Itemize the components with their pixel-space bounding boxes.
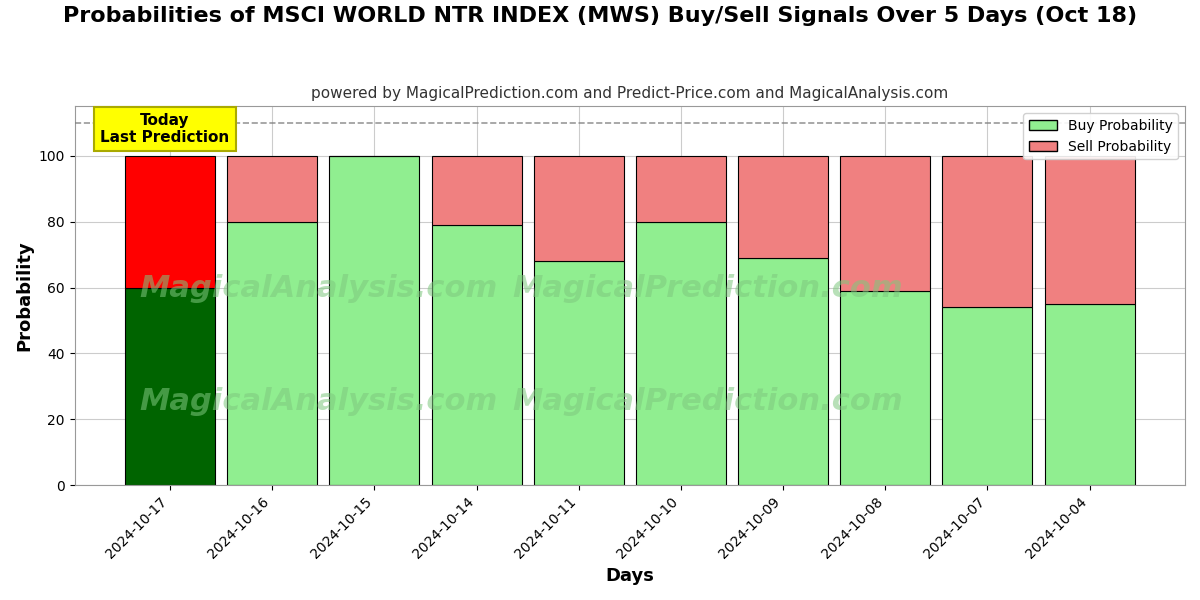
Bar [840,291,930,485]
Bar [738,258,828,485]
Bar [1045,304,1134,485]
Bar [534,261,624,485]
Text: MagicalPrediction.com: MagicalPrediction.com [512,274,902,302]
Bar [432,225,522,485]
Bar [125,156,215,287]
Bar [125,287,215,485]
Text: Today
Last Prediction: Today Last Prediction [101,113,229,145]
Bar [1045,156,1134,304]
Y-axis label: Probability: Probability [16,241,34,351]
Bar [227,156,317,221]
Bar [534,156,624,261]
Bar [942,307,1032,485]
Text: MagicalPrediction.com: MagicalPrediction.com [512,388,902,416]
Bar [738,156,828,258]
Bar [636,221,726,485]
Text: MagicalAnalysis.com: MagicalAnalysis.com [140,274,498,302]
Legend: Buy Probability, Sell Probability: Buy Probability, Sell Probability [1024,113,1178,160]
Bar [942,156,1032,307]
Title: powered by MagicalPrediction.com and Predict-Price.com and MagicalAnalysis.com: powered by MagicalPrediction.com and Pre… [311,86,948,101]
Text: Probabilities of MSCI WORLD NTR INDEX (MWS) Buy/Sell Signals Over 5 Days (Oct 18: Probabilities of MSCI WORLD NTR INDEX (M… [62,6,1138,26]
Bar [227,221,317,485]
Bar [636,156,726,221]
X-axis label: Days: Days [605,567,654,585]
Text: MagicalAnalysis.com: MagicalAnalysis.com [140,388,498,416]
Bar [330,156,419,485]
Bar [432,156,522,225]
Bar [840,156,930,291]
